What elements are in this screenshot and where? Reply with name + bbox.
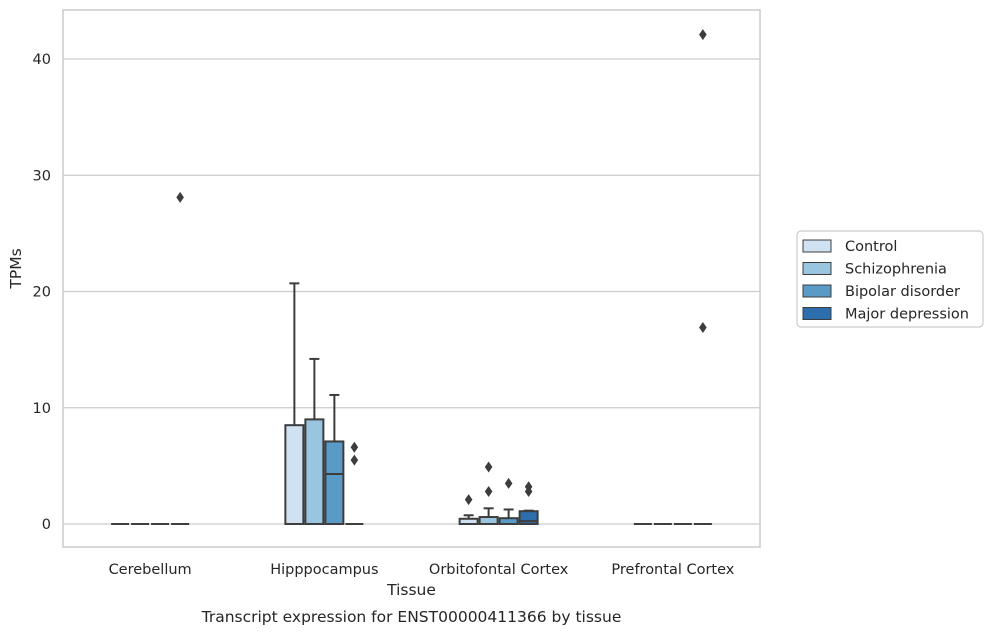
- legend-item: Schizophrenia: [802, 262, 947, 278]
- legend-label: Control: [845, 239, 897, 255]
- box-2-3: [518, 509, 539, 525]
- box-layer: [111, 282, 712, 526]
- outlier-point: [699, 29, 707, 41]
- x-tick-label: Hipppocampus: [270, 562, 378, 578]
- box-body: [478, 516, 499, 526]
- outlier-point: [699, 322, 707, 334]
- grid-layer: [63, 58, 760, 525]
- legend-label: Schizophrenia: [845, 262, 947, 278]
- outlier-point: [524, 481, 533, 493]
- box-body: [284, 424, 305, 525]
- box-2-2: [498, 508, 519, 525]
- y-tick-label: 10: [33, 401, 51, 417]
- box-1-2: [324, 393, 345, 525]
- y-tick-label: 0: [42, 517, 51, 533]
- outlier-point: [484, 461, 493, 473]
- outlier-point: [350, 441, 359, 453]
- y-tick-labels: 0 10 20 30 40: [33, 52, 51, 533]
- y-tick-label: 20: [33, 285, 51, 301]
- outlier-point: [504, 477, 513, 489]
- legend-label: Bipolar disorder: [845, 284, 960, 300]
- y-tick-label: 40: [33, 52, 51, 68]
- legend-item: Bipolar disorder: [802, 284, 960, 300]
- outlier-point: [350, 454, 359, 466]
- x-axis-label: Tissue: [386, 581, 436, 599]
- legend-swatch: [802, 284, 832, 298]
- box-1-0: [284, 282, 305, 525]
- legend-swatch: [802, 307, 832, 320]
- outlier-point: [484, 485, 493, 497]
- legend-item: Major depression: [802, 307, 969, 323]
- chart-caption: Transcript expression for ENST0000041136…: [201, 608, 622, 626]
- box-1-1: [304, 357, 325, 525]
- x-tick-label: Orbitofontal Cortex: [429, 562, 569, 578]
- legend: Control Schizophrenia Bipolar disorder Majo…: [796, 230, 984, 328]
- outlier-layer: [176, 29, 707, 506]
- box-2-0: [458, 514, 479, 525]
- legend-frame: [796, 230, 984, 328]
- y-tick-label: 30: [33, 168, 51, 184]
- box-body: [304, 418, 325, 525]
- outlier-point: [464, 494, 473, 506]
- outlier-point: [176, 191, 184, 203]
- legend-label: Major depression: [845, 307, 969, 323]
- x-tick-labels: Cerebellum Hipppocampus Orbitofontal Corte…: [109, 562, 735, 578]
- legend-swatch: [802, 239, 832, 253]
- plot-frame: [62, 9, 761, 548]
- legend-item: Control: [802, 239, 897, 255]
- box-body: [324, 440, 345, 525]
- box-2-1: [478, 507, 499, 526]
- x-tick-label: Cerebellum: [109, 562, 192, 578]
- x-tick-label: Prefrontal Cortex: [611, 562, 734, 578]
- legend-swatch: [802, 262, 832, 275]
- y-axis-label: TPMs: [7, 248, 25, 289]
